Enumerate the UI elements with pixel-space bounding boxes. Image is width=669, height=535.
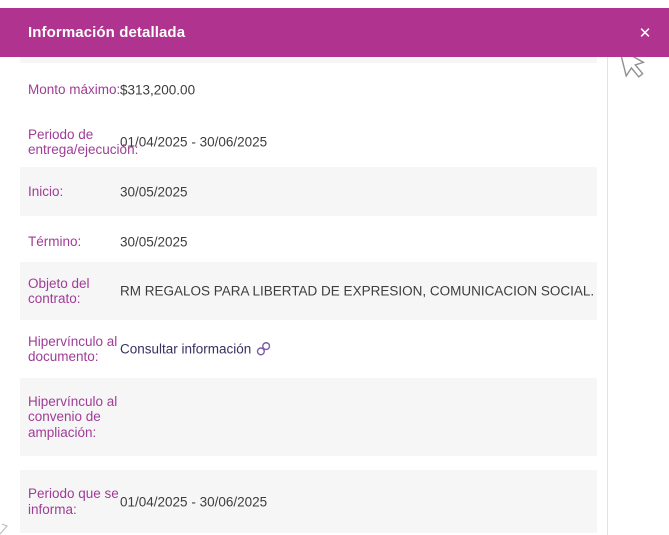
field-label: Objeto del contrato:: [28, 275, 90, 307]
detail-row-objeto-del-contrato: Objeto del contrato: RM REGALOS PARA LIB…: [20, 262, 597, 320]
detail-row-periodo-que-se-informa: Periodo que se informa: 01/04/2025 - 30/…: [20, 470, 597, 533]
modal-header: Información detallada ✕: [0, 8, 669, 57]
field-value: $313,200.00: [120, 82, 196, 98]
detail-row-periodo-entrega-ejecucion: Periodo de entrega/ejecución: 01/04/2025…: [20, 117, 597, 167]
detail-row-inicio: Inicio: 30/05/2025: [20, 167, 597, 216]
content-divider: [607, 57, 608, 535]
detail-row-hipervinculo-convenio-ampliacion: Hipervínculo al convenio de ampliación:: [20, 378, 597, 456]
detail-row-previous-row-partial: [20, 57, 597, 63]
field-label: Término:: [28, 234, 82, 250]
field-value: 01/04/2025 - 30/06/2025: [120, 134, 268, 150]
modal-title: Información detallada: [28, 24, 186, 41]
consultar-informacion-link[interactable]: Consultar información: [120, 341, 252, 357]
field-label: Inicio:: [28, 183, 64, 199]
field-label: Monto máximo:: [28, 82, 121, 98]
field-value: 30/05/2025: [120, 183, 188, 199]
close-icon[interactable]: ✕: [631, 19, 659, 47]
link-icon: [257, 342, 271, 356]
field-value: 01/04/2025 - 30/06/2025: [120, 493, 268, 509]
field-value: Consultar información: [120, 341, 589, 357]
field-label: Periodo que se informa:: [28, 486, 119, 517]
modal-body: Monto máximo: $313,200.00 Periodo de ent…: [0, 57, 608, 533]
detail-row-monto-maximo: Monto máximo: $313,200.00: [20, 63, 597, 117]
field-label: Periodo de entrega/ejecución:: [28, 126, 139, 158]
field-label: Hipervínculo al convenio de ampliación:: [28, 393, 118, 440]
field-label: Hipervínculo al documento:: [28, 333, 118, 365]
field-value: RM REGALOS PARA LIBERTAD DE EXPRESION, C…: [120, 283, 595, 299]
detail-row-termino: Término: 30/05/2025: [20, 222, 597, 262]
field-value: 30/05/2025: [120, 234, 188, 250]
detail-row-hipervinculo-documento: Hipervínculo al documento: Consultar inf…: [20, 320, 597, 378]
